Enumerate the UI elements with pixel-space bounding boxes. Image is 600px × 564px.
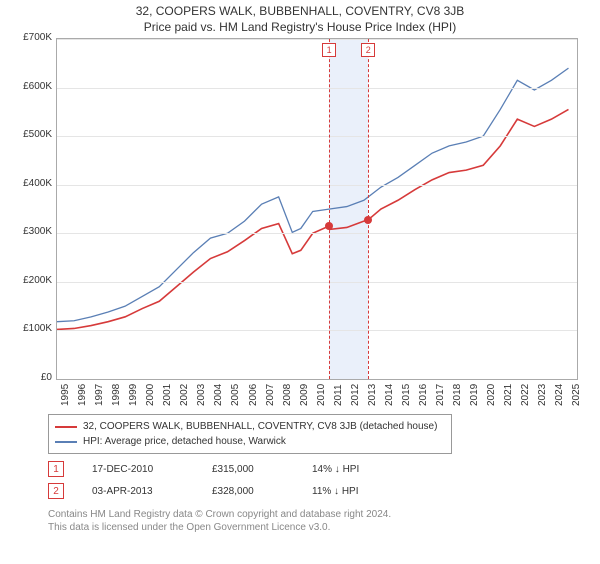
x-axis-label: 2013: [367, 384, 369, 406]
x-axis-label: 2007: [265, 384, 267, 406]
x-axis-label: 2004: [213, 384, 215, 406]
x-axis-label: 2017: [435, 384, 437, 406]
event-marker-2: 2: [48, 483, 64, 499]
x-axis-label: 2014: [384, 384, 386, 406]
x-axis-label: 2006: [248, 384, 250, 406]
x-axis-label: 2021: [503, 384, 505, 406]
x-axis-label: 2024: [554, 384, 556, 406]
chart-marker-dot: [325, 222, 333, 230]
x-axis-label: 2001: [162, 384, 164, 406]
x-axis-label: 2003: [196, 384, 198, 406]
x-axis-label: 1997: [94, 384, 96, 406]
x-axis-label: 1998: [111, 384, 113, 406]
y-axis-label: £500K: [8, 129, 52, 140]
y-axis-label: £200K: [8, 275, 52, 286]
legend-swatch-property: [55, 426, 77, 428]
footer-line1: Contains HM Land Registry data © Crown c…: [48, 508, 600, 521]
x-axis-label: 2010: [316, 384, 318, 406]
x-axis-label: 2000: [145, 384, 147, 406]
x-axis-label: 2002: [179, 384, 181, 406]
event-pct-2: 11% ↓ HPI: [312, 486, 432, 497]
y-axis-label: £700K: [8, 32, 52, 43]
chart-marker-label: 1: [322, 43, 336, 57]
event-date-1: 17-DEC-2010: [92, 464, 212, 475]
y-axis-label: £0: [8, 372, 52, 383]
plot-area: 12: [56, 38, 578, 380]
y-axis-label: £100K: [8, 323, 52, 334]
footer-attribution: Contains HM Land Registry data © Crown c…: [48, 508, 600, 534]
x-axis-label: 2005: [230, 384, 232, 406]
legend-item-hpi: HPI: Average price, detached house, Warw…: [55, 434, 445, 449]
event-pct-1: 14% ↓ HPI: [312, 464, 432, 475]
event-price-1: £315,000: [212, 464, 312, 475]
x-axis-label: 2018: [452, 384, 454, 406]
x-axis-label: 1999: [128, 384, 130, 406]
chart-title-address: 32, COOPERS WALK, BUBBENHALL, COVENTRY, …: [0, 4, 600, 18]
y-axis-label: £400K: [8, 178, 52, 189]
legend-item-property: 32, COOPERS WALK, BUBBENHALL, COVENTRY, …: [55, 419, 445, 434]
chart-marker-dot: [364, 216, 372, 224]
x-axis-label: 2016: [418, 384, 420, 406]
y-axis-label: £600K: [8, 81, 52, 92]
x-axis-label: 2022: [520, 384, 522, 406]
x-axis-label: 2020: [486, 384, 488, 406]
x-axis-label: 1995: [60, 384, 62, 406]
x-axis-label: 2008: [282, 384, 284, 406]
y-axis-label: £300K: [8, 226, 52, 237]
x-axis-label: 1996: [77, 384, 79, 406]
chart-marker-label: 2: [361, 43, 375, 57]
events-table: 1 17-DEC-2010 £315,000 14% ↓ HPI 2 03-AP…: [48, 458, 600, 502]
event-row-2: 2 03-APR-2013 £328,000 11% ↓ HPI: [48, 480, 600, 502]
event-price-2: £328,000: [212, 486, 312, 497]
footer-line2: This data is licensed under the Open Gov…: [48, 521, 600, 534]
chart-lines: [57, 39, 577, 379]
x-axis-label: 2023: [537, 384, 539, 406]
x-axis-label: 2019: [469, 384, 471, 406]
x-axis-label: 2012: [350, 384, 352, 406]
x-axis-label: 2011: [333, 384, 335, 406]
x-axis-label: 2015: [401, 384, 403, 406]
legend-label-hpi: HPI: Average price, detached house, Warw…: [83, 434, 286, 449]
legend-label-property: 32, COOPERS WALK, BUBBENHALL, COVENTRY, …: [83, 419, 437, 434]
legend-box: 32, COOPERS WALK, BUBBENHALL, COVENTRY, …: [48, 414, 452, 454]
chart-container: 12 £0£100K£200K£300K£400K£500K£600K£700K…: [8, 38, 578, 408]
chart-title-subtitle: Price paid vs. HM Land Registry's House …: [0, 20, 600, 34]
x-axis-label: 2025: [571, 384, 573, 406]
event-marker-1: 1: [48, 461, 64, 477]
legend-swatch-hpi: [55, 441, 77, 443]
event-row-1: 1 17-DEC-2010 £315,000 14% ↓ HPI: [48, 458, 600, 480]
x-axis-label: 2009: [299, 384, 301, 406]
event-date-2: 03-APR-2013: [92, 486, 212, 497]
